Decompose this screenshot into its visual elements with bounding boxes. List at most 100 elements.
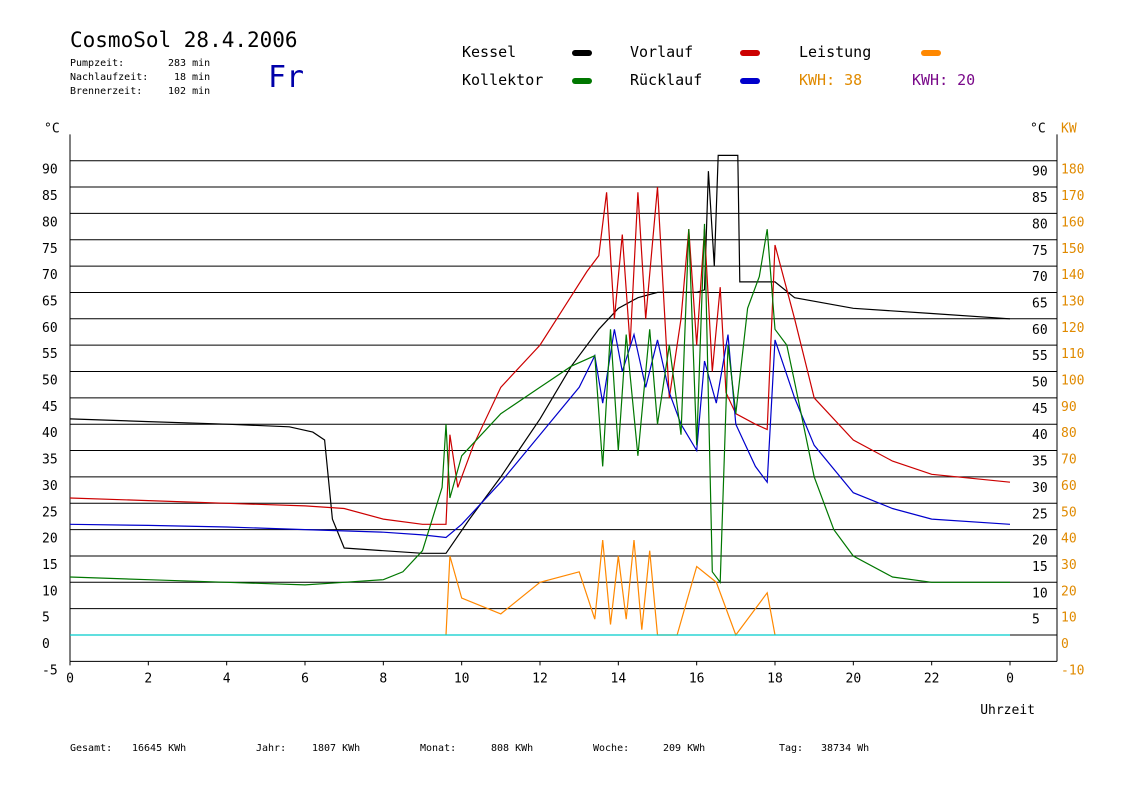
series-line-ruecklauf xyxy=(69,329,1011,539)
y-tick-right-c: 20 xyxy=(1032,534,1048,549)
kwh-orange: KWH: 38 xyxy=(799,71,862,89)
y-tick-right-c: 10 xyxy=(1032,586,1048,601)
y-tick-right-kw: 180 xyxy=(1061,163,1084,178)
x-axis-label: Uhrzeit xyxy=(980,703,1035,718)
y-tick-right-kw: 60 xyxy=(1061,479,1077,494)
legend-kessel-swatch xyxy=(572,50,592,56)
y-tick-right-c: 25 xyxy=(1032,507,1048,522)
kwh-purple-value: 20 xyxy=(957,71,976,89)
x-tick-label: 4 xyxy=(223,671,231,686)
y-tick-left: 10 xyxy=(42,584,58,599)
y-tick-left: 20 xyxy=(42,532,58,547)
footer-gesamt-value: 16645 KWh xyxy=(132,743,187,754)
y-tick-right-c: 65 xyxy=(1032,296,1048,311)
footer-jahr: Jahr: 1807 KWh xyxy=(256,743,360,754)
y-tick-right-c: 75 xyxy=(1032,244,1048,259)
y-tick-left: 15 xyxy=(42,558,58,573)
y-tick-right-c: 15 xyxy=(1032,560,1048,575)
y-axis-unit-right-kw: KW xyxy=(1061,121,1077,136)
info-pumpzeit-label: Pumpzeit: xyxy=(70,58,125,69)
y-tick-left: -5 xyxy=(42,663,58,678)
footer-tag-label: Tag: xyxy=(779,743,804,754)
info-brennerzeit-label: Brennerzeit: xyxy=(70,86,143,97)
y-tick-right-c: 80 xyxy=(1032,217,1048,232)
series-line-leistung xyxy=(445,540,776,637)
y-tick-left: 80 xyxy=(42,215,58,230)
info-nachlaufzeit: Nachlaufzeit: 18 min xyxy=(70,72,210,83)
legend-vorlauf-label: Vorlauf xyxy=(630,43,694,61)
y-tick-left: 70 xyxy=(42,268,58,283)
footer-monat-value: 808 KWh xyxy=(491,743,534,754)
y-tick-right-kw: 30 xyxy=(1061,558,1077,573)
y-tick-left: 65 xyxy=(42,294,58,309)
y-tick-left: 30 xyxy=(42,479,58,494)
footer-monat-label: Monat: xyxy=(420,743,457,754)
x-tick-label: 16 xyxy=(689,671,705,686)
y-tick-right-c: 55 xyxy=(1032,349,1048,364)
y-tick-right-c: 45 xyxy=(1032,402,1048,417)
y-tick-right-kw: 160 xyxy=(1061,215,1084,230)
y-tick-left: 50 xyxy=(42,374,58,389)
y-axis-unit-left: °C xyxy=(44,121,60,136)
y-tick-right-kw: 130 xyxy=(1061,294,1084,309)
kwh-purple: KWH: 20 xyxy=(912,71,975,89)
y-tick-right-kw: 20 xyxy=(1061,584,1077,599)
x-tick-label: 6 xyxy=(301,671,309,686)
x-tick-label: 18 xyxy=(767,671,783,686)
footer-woche-value: 209 KWh xyxy=(663,743,706,754)
info-nachlaufzeit-value: 18 min xyxy=(174,72,211,83)
legend-vorlauf-swatch xyxy=(740,50,760,56)
y-tick-right-kw: 110 xyxy=(1061,347,1084,362)
y-tick-right-kw: 150 xyxy=(1061,242,1084,257)
y-tick-right-c: 35 xyxy=(1032,455,1048,470)
y-tick-right-c: 5 xyxy=(1032,613,1040,628)
footer-jahr-label: Jahr: xyxy=(256,743,287,754)
info-brennerzeit: Brennerzeit: 102 min xyxy=(70,86,210,97)
y-tick-left: 45 xyxy=(42,400,58,415)
page-title: CosmoSol 28.4.2006 xyxy=(70,28,298,52)
y-tick-right-kw: -10 xyxy=(1061,663,1084,678)
info-brennerzeit-value: 102 min xyxy=(168,86,211,97)
footer-monat: Monat: 808 KWh xyxy=(420,743,533,754)
x-tick-label: 12 xyxy=(532,671,548,686)
y-tick-right-kw: 40 xyxy=(1061,532,1077,547)
footer-gesamt-label: Gesamt: xyxy=(70,743,113,754)
legend-ruecklauf-label: Rücklauf xyxy=(630,71,703,89)
y-tick-right-kw: 140 xyxy=(1061,268,1084,283)
info-pumpzeit: Pumpzeit: 283 min xyxy=(70,58,210,69)
y-tick-right-kw: 90 xyxy=(1061,400,1077,415)
footer-jahr-value: 1807 KWh xyxy=(312,743,361,754)
x-tick-label: 20 xyxy=(846,671,862,686)
series-line-kollektor xyxy=(69,223,1010,586)
footer-tag-value: 38734 Wh xyxy=(821,743,870,754)
y-tick-left: 90 xyxy=(42,163,58,178)
kwh-orange-value: 38 xyxy=(844,71,863,89)
y-tick-right-kw: 100 xyxy=(1061,374,1084,389)
y-tick-right-c: 60 xyxy=(1032,323,1048,338)
x-tick-label: 8 xyxy=(379,671,387,686)
y-tick-right-kw: 120 xyxy=(1061,321,1084,336)
y-tick-right-c: 70 xyxy=(1032,270,1048,285)
x-tick-label: 10 xyxy=(454,671,470,686)
y-tick-right-c: 90 xyxy=(1032,165,1048,180)
y-tick-right-kw: 50 xyxy=(1061,505,1077,520)
legend-kollektor-swatch xyxy=(572,78,592,84)
info-nachlaufzeit-label: Nachlaufzeit: xyxy=(70,72,149,83)
legend-leistung-swatch xyxy=(921,50,941,56)
footer-tag: Tag: 38734 Wh xyxy=(779,743,869,754)
footer-woche: Woche: 209 KWh xyxy=(593,743,705,754)
y-tick-left: 35 xyxy=(42,453,58,468)
x-tick-label: 2 xyxy=(144,671,152,686)
info-pumpzeit-value: 283 min xyxy=(168,58,211,69)
y-tick-right-c: 50 xyxy=(1032,376,1048,391)
x-tick-label: 0 xyxy=(1006,671,1014,686)
y-tick-left: 25 xyxy=(42,505,58,520)
legend-leistung-label: Leistung xyxy=(799,43,872,61)
x-tick-label: 22 xyxy=(924,671,940,686)
y-tick-left: 0 xyxy=(42,637,50,652)
y-axis-unit-right-c: °C xyxy=(1030,121,1046,136)
y-tick-left: 85 xyxy=(42,189,58,204)
y-tick-left: 55 xyxy=(42,347,58,362)
y-tick-left: 60 xyxy=(42,321,58,336)
